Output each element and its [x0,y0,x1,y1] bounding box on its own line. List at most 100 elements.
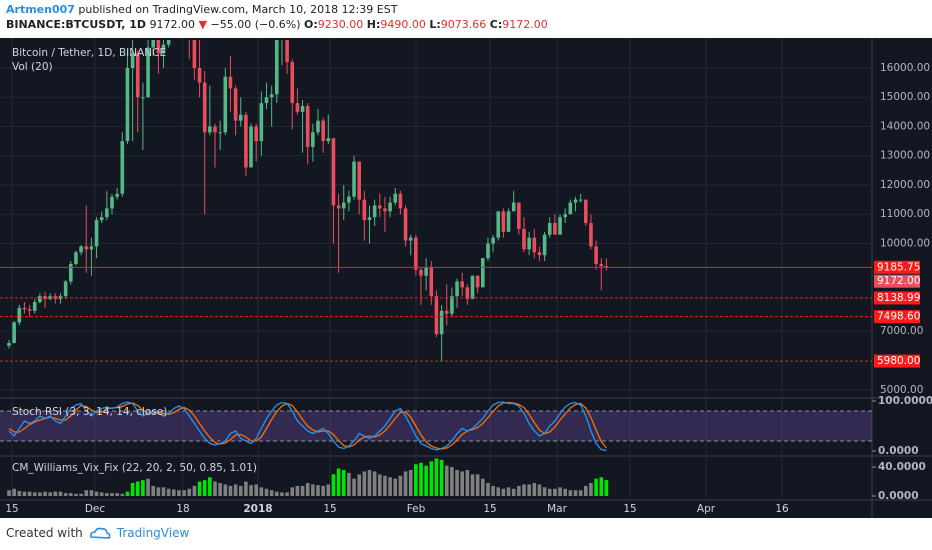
candle-body [429,266,434,297]
candle-body [105,208,109,218]
vix-bar [151,485,155,496]
user[interactable]: Artmen007 [6,3,75,16]
y-tick-label: 40.0000 [878,461,926,473]
candle-body [233,88,238,121]
o-label: O: [303,18,318,31]
vix-bar [455,470,459,496]
stoch-band [0,411,872,441]
vix-bar [146,478,150,496]
chart: 16000.00 15000.00 14000.00 13000.00 12000.00… [0,38,932,518]
vix-bar [285,492,289,496]
brand[interactable]: TradingView [116,526,190,540]
candle-body [532,237,537,253]
vix-bar [290,487,295,496]
candle-body [527,237,531,250]
vix-bar [362,471,367,496]
candle-body [110,196,114,209]
candle-body [594,246,598,264]
vix-bar [264,488,269,496]
vix-bar [105,493,109,496]
vix-bar [249,485,253,496]
candle-body [460,281,464,288]
vix-bar [429,461,434,496]
price-label: 7498.60 [877,311,920,323]
vix-bar [553,488,557,496]
vix-bar [125,491,130,496]
vix-bar [470,474,475,496]
logo[interactable] [89,526,111,540]
arrow: ▼ [198,18,208,31]
candle-body [578,199,583,201]
vix-bar [599,477,604,496]
vix-bar [460,471,464,496]
candle-body [264,97,269,104]
vix-bar [166,488,171,496]
vix-bar [130,483,135,496]
vix-bar [12,488,16,496]
vix-bar [120,493,125,496]
vix-bar [475,474,480,496]
candle-body [388,202,392,212]
candle-body [434,296,439,335]
candle-body [547,223,552,235]
vix-bar [269,490,274,496]
candle-body [470,275,475,300]
vix-bar [532,483,537,496]
vix-bar [522,484,526,496]
vix-bar [537,484,542,496]
vix-bar [22,491,27,496]
vix-bar [511,488,516,496]
candle-body [300,106,305,112]
vix-bar [414,464,418,496]
l-label: L: [429,18,441,31]
vix-bar [393,478,398,496]
candle-body [481,258,485,288]
vix-bar [238,485,243,496]
vix-bar [244,481,248,496]
candle-body [455,281,459,297]
candle-body [393,193,398,203]
candle-body [130,53,135,68]
price-label-bg [874,354,920,368]
candle-body [501,211,506,232]
last-price-label: 9172.00 [877,275,920,287]
price-label-bg [874,310,920,324]
vix-bar [486,483,490,496]
price-label: 8138.99 [877,292,920,304]
candle-body [275,40,279,95]
candle-body [496,211,501,238]
price-label-bg [874,291,920,305]
vix-bar [347,472,351,496]
vix-bar [321,485,325,496]
vix-bar [311,484,315,496]
candle-body [542,234,547,256]
vix-bar [357,474,361,496]
candle-body [589,223,593,247]
candle-body [146,47,150,98]
candle-body [115,193,119,197]
h-label: H: [366,18,381,31]
created-with: Created with [6,526,83,540]
candle-body [424,266,428,276]
vix-bar [197,481,202,496]
vix-bar [403,471,408,496]
vix-bar [573,490,578,496]
vix-bar [496,487,501,496]
symbol: BINANCE:BTCUSDT, 1D [6,18,147,31]
candle-body [584,199,588,224]
x-tick-label: Mar [547,503,567,515]
candle-body [228,76,233,89]
vix-bar [450,467,454,496]
vix-bar [259,487,264,496]
vix-bar [398,475,403,496]
candle-body [135,53,140,98]
y-tick-label: 100.0000 [878,395,932,407]
candle-body [202,82,207,133]
vix-bar [99,492,104,496]
candle-body [367,217,372,221]
candle-body [491,237,495,244]
candle-body [79,246,83,253]
vix-bar [213,481,217,496]
candle-body [218,132,222,134]
